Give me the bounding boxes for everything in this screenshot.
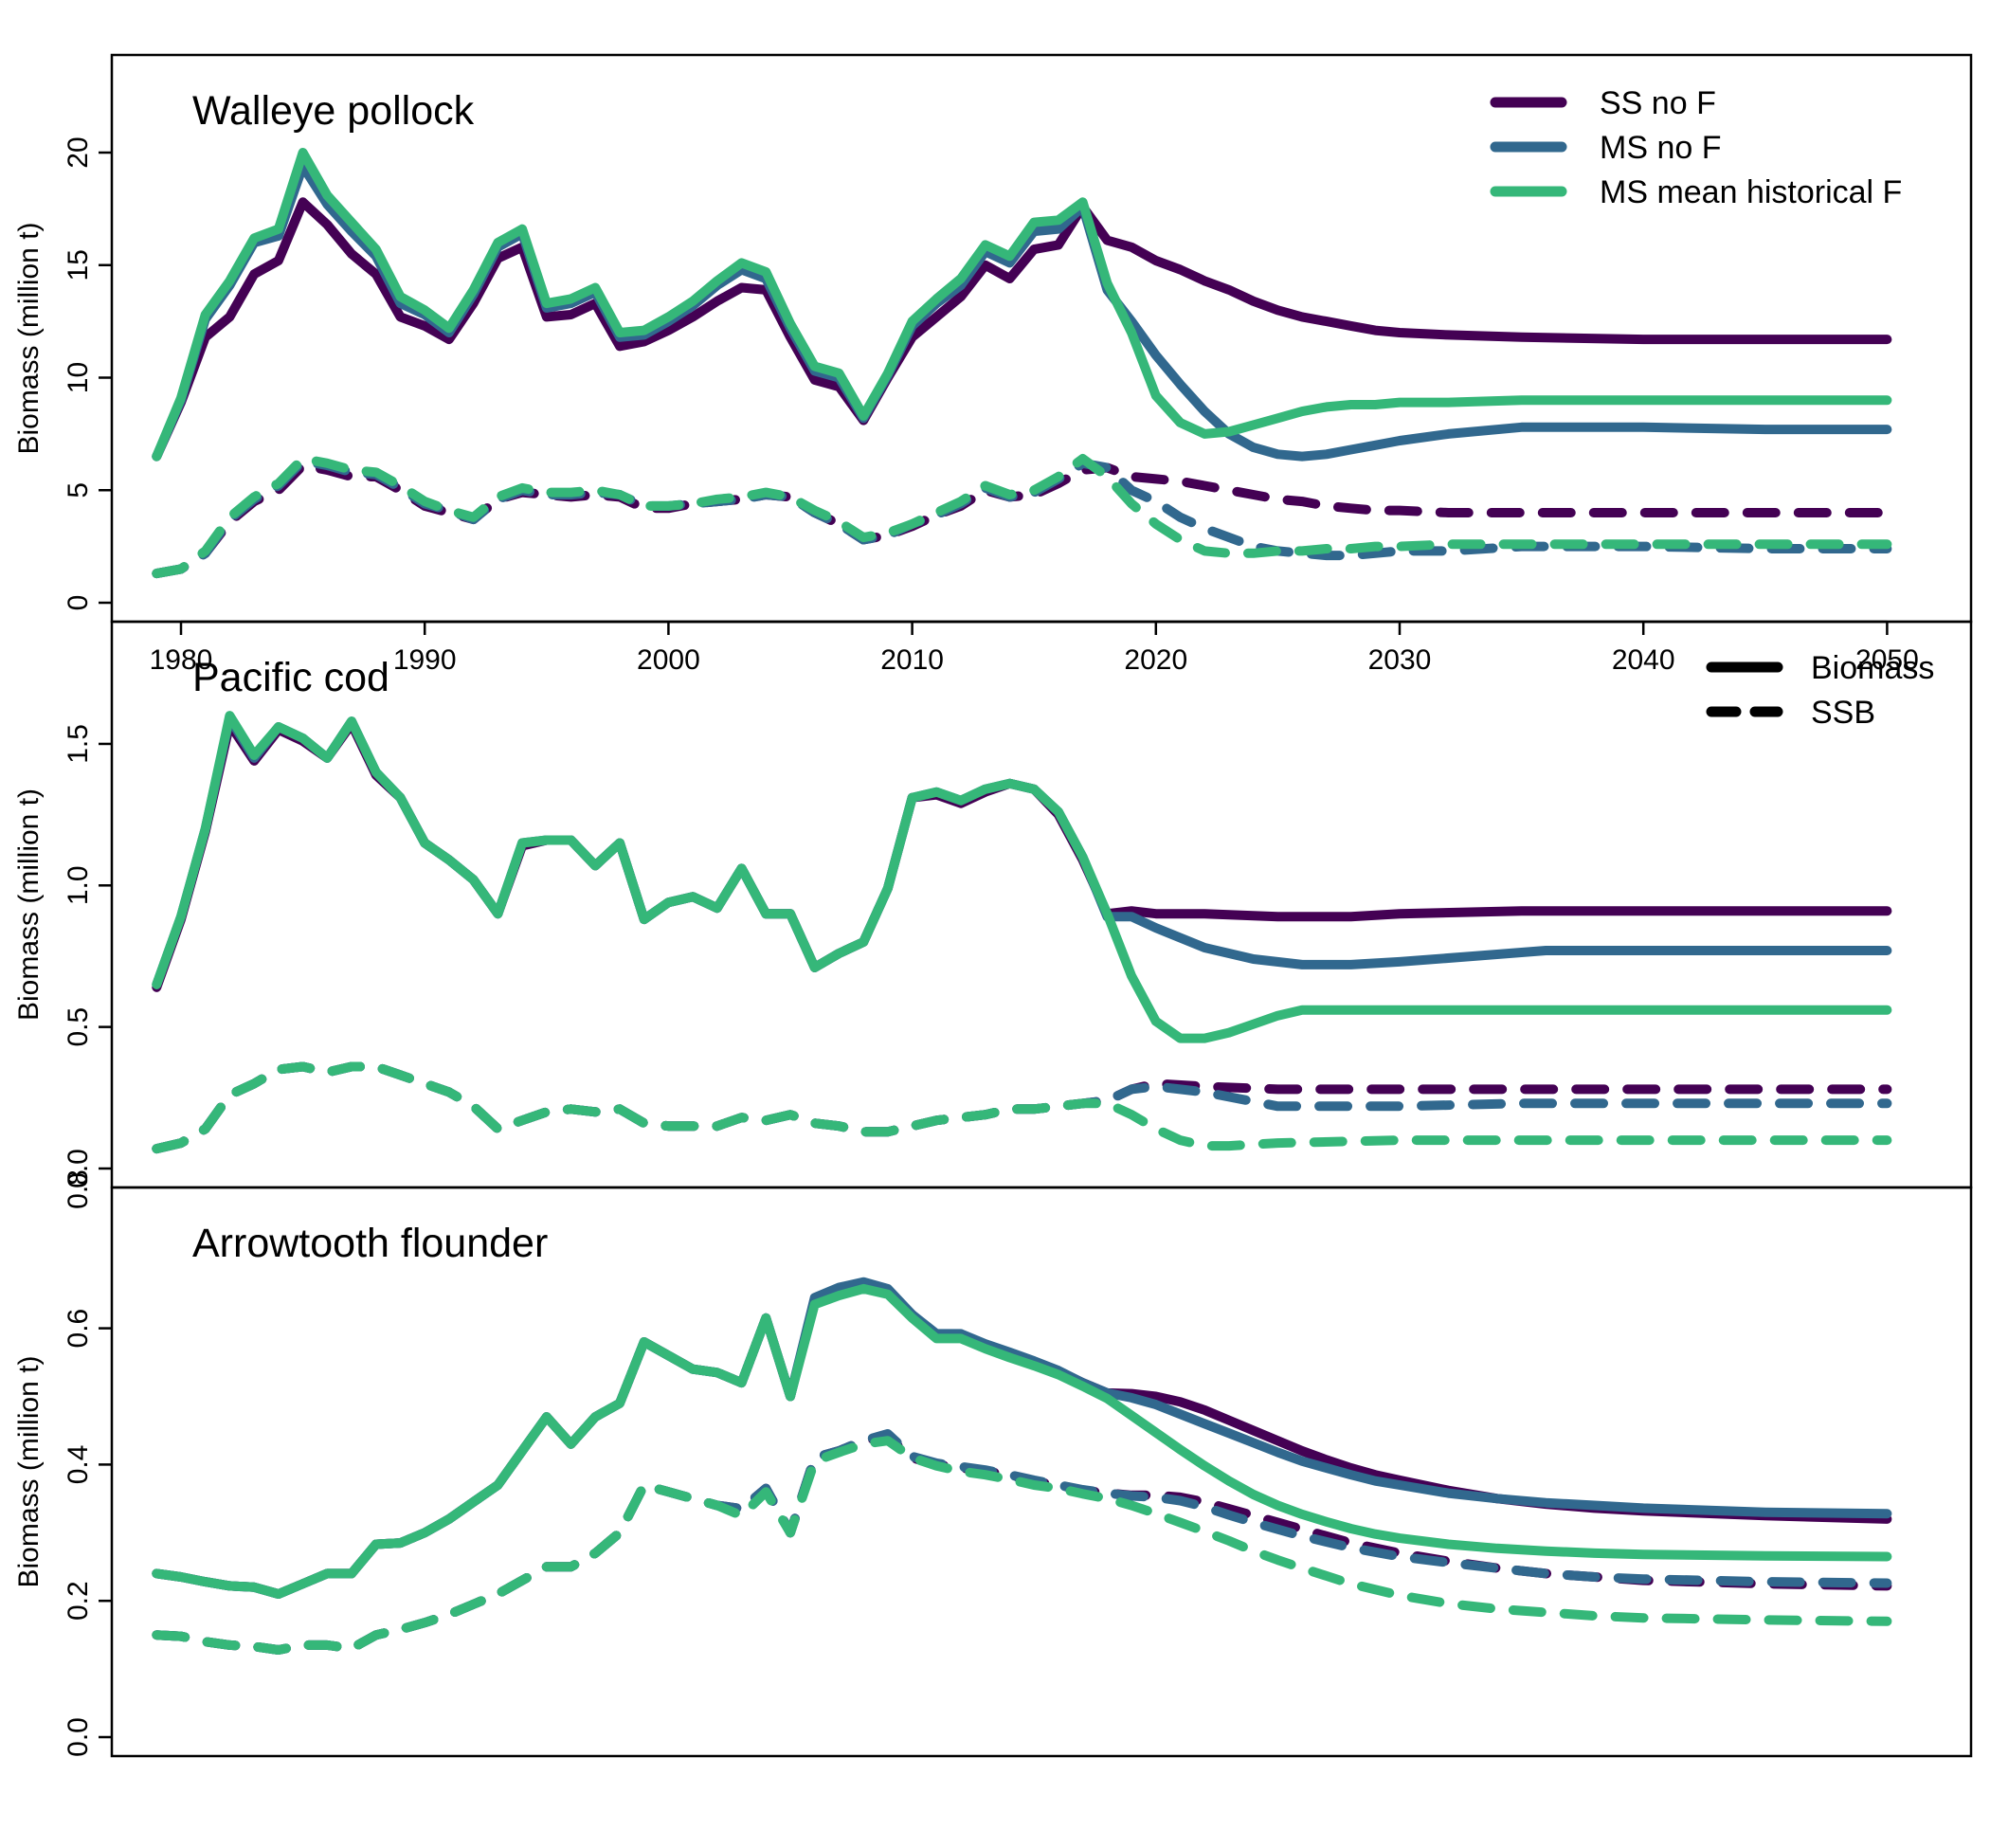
series-line-ms_nof-biomass <box>152 1277 1892 1599</box>
y-tick-label: 0 <box>63 595 94 611</box>
series-line-ms_hist-ssb <box>152 1061 1892 1154</box>
panel-title: Arrowtooth flounder <box>192 1221 548 1266</box>
y-tick-label: 20 <box>63 136 94 168</box>
y-axis-label: Biomass (million t) <box>13 788 45 1021</box>
plot-frame <box>110 1186 1973 1758</box>
panel-title: Pacific cod <box>192 655 389 700</box>
x-tick-label: 2010 <box>880 644 944 676</box>
legend-label-biomass: Biomass <box>1811 650 1934 686</box>
series-line-ms_nof-biomass <box>152 714 1892 989</box>
y-tick-label: 5 <box>63 482 94 498</box>
x-tick-label: 2050 <box>1855 644 1919 676</box>
y-tick-label: 1.5 <box>63 724 94 764</box>
y-tick-label: 0.0 <box>63 1149 94 1188</box>
y-tick-label: 10 <box>63 362 94 393</box>
series-line-ms_hist-ssb <box>152 1436 1892 1655</box>
legend-types: Biomass SSB <box>1706 650 1934 731</box>
legend-label-ms_hist: MS mean historical F <box>1600 174 1902 210</box>
x-tick-label: 2030 <box>1368 644 1432 676</box>
series-line-ms_nof-ssb <box>152 456 1892 579</box>
panel-0: 0 5 10 15 20 Biomass (million t) Walleye pollo… <box>13 53 1973 676</box>
x-tick-label: 2040 <box>1612 644 1675 676</box>
panel-2: 0.0 0.2 0.4 0.6 0.8 Biomass (million t) Arrowt… <box>13 1169 1973 1758</box>
legend-label-ms_nof: MS no F <box>1600 130 1721 166</box>
y-tick-label: 15 <box>63 249 94 281</box>
legend-label-ss_nof: SS no F <box>1600 85 1716 121</box>
series-line-ss_nof-biomass <box>152 1278 1892 1599</box>
y-tick-label: 1.0 <box>63 865 94 905</box>
y-axis-label: Biomass (million t) <box>13 1355 45 1587</box>
y-tick-label: 0.4 <box>63 1445 94 1485</box>
x-tick-label: 1980 <box>150 644 213 676</box>
y-tick-label: 0.2 <box>63 1581 94 1621</box>
series-line-ms_hist-biomass <box>152 711 1892 1043</box>
series-line-ss_nof-ssb <box>152 461 1892 579</box>
x-tick-label: 1990 <box>393 644 457 676</box>
series-line-ms_hist-biomass <box>152 148 1892 462</box>
y-tick-label: 0.6 <box>63 1309 94 1349</box>
legend-label-ssb: SSB <box>1811 695 1875 731</box>
series-line-ms_hist-ssb <box>152 454 1892 579</box>
y-tick-label: 0.8 <box>63 1169 94 1209</box>
series-line-ms_hist-biomass <box>152 1283 1892 1599</box>
y-tick-label: 0.0 <box>63 1717 94 1757</box>
panel-title: Walleye pollock <box>192 88 475 134</box>
legend-scenarios: SS no F MS no F MS mean historical F <box>1490 85 1902 210</box>
x-tick-label: 2000 <box>637 644 700 676</box>
panel-1: 0.0 0.5 1.0 1.5 Biomass (million t) Pacific c… <box>13 620 1973 1189</box>
y-tick-label: 0.5 <box>63 1007 94 1047</box>
y-axis-label: Biomass (million t) <box>13 222 45 454</box>
x-tick-label: 2020 <box>1124 644 1187 676</box>
